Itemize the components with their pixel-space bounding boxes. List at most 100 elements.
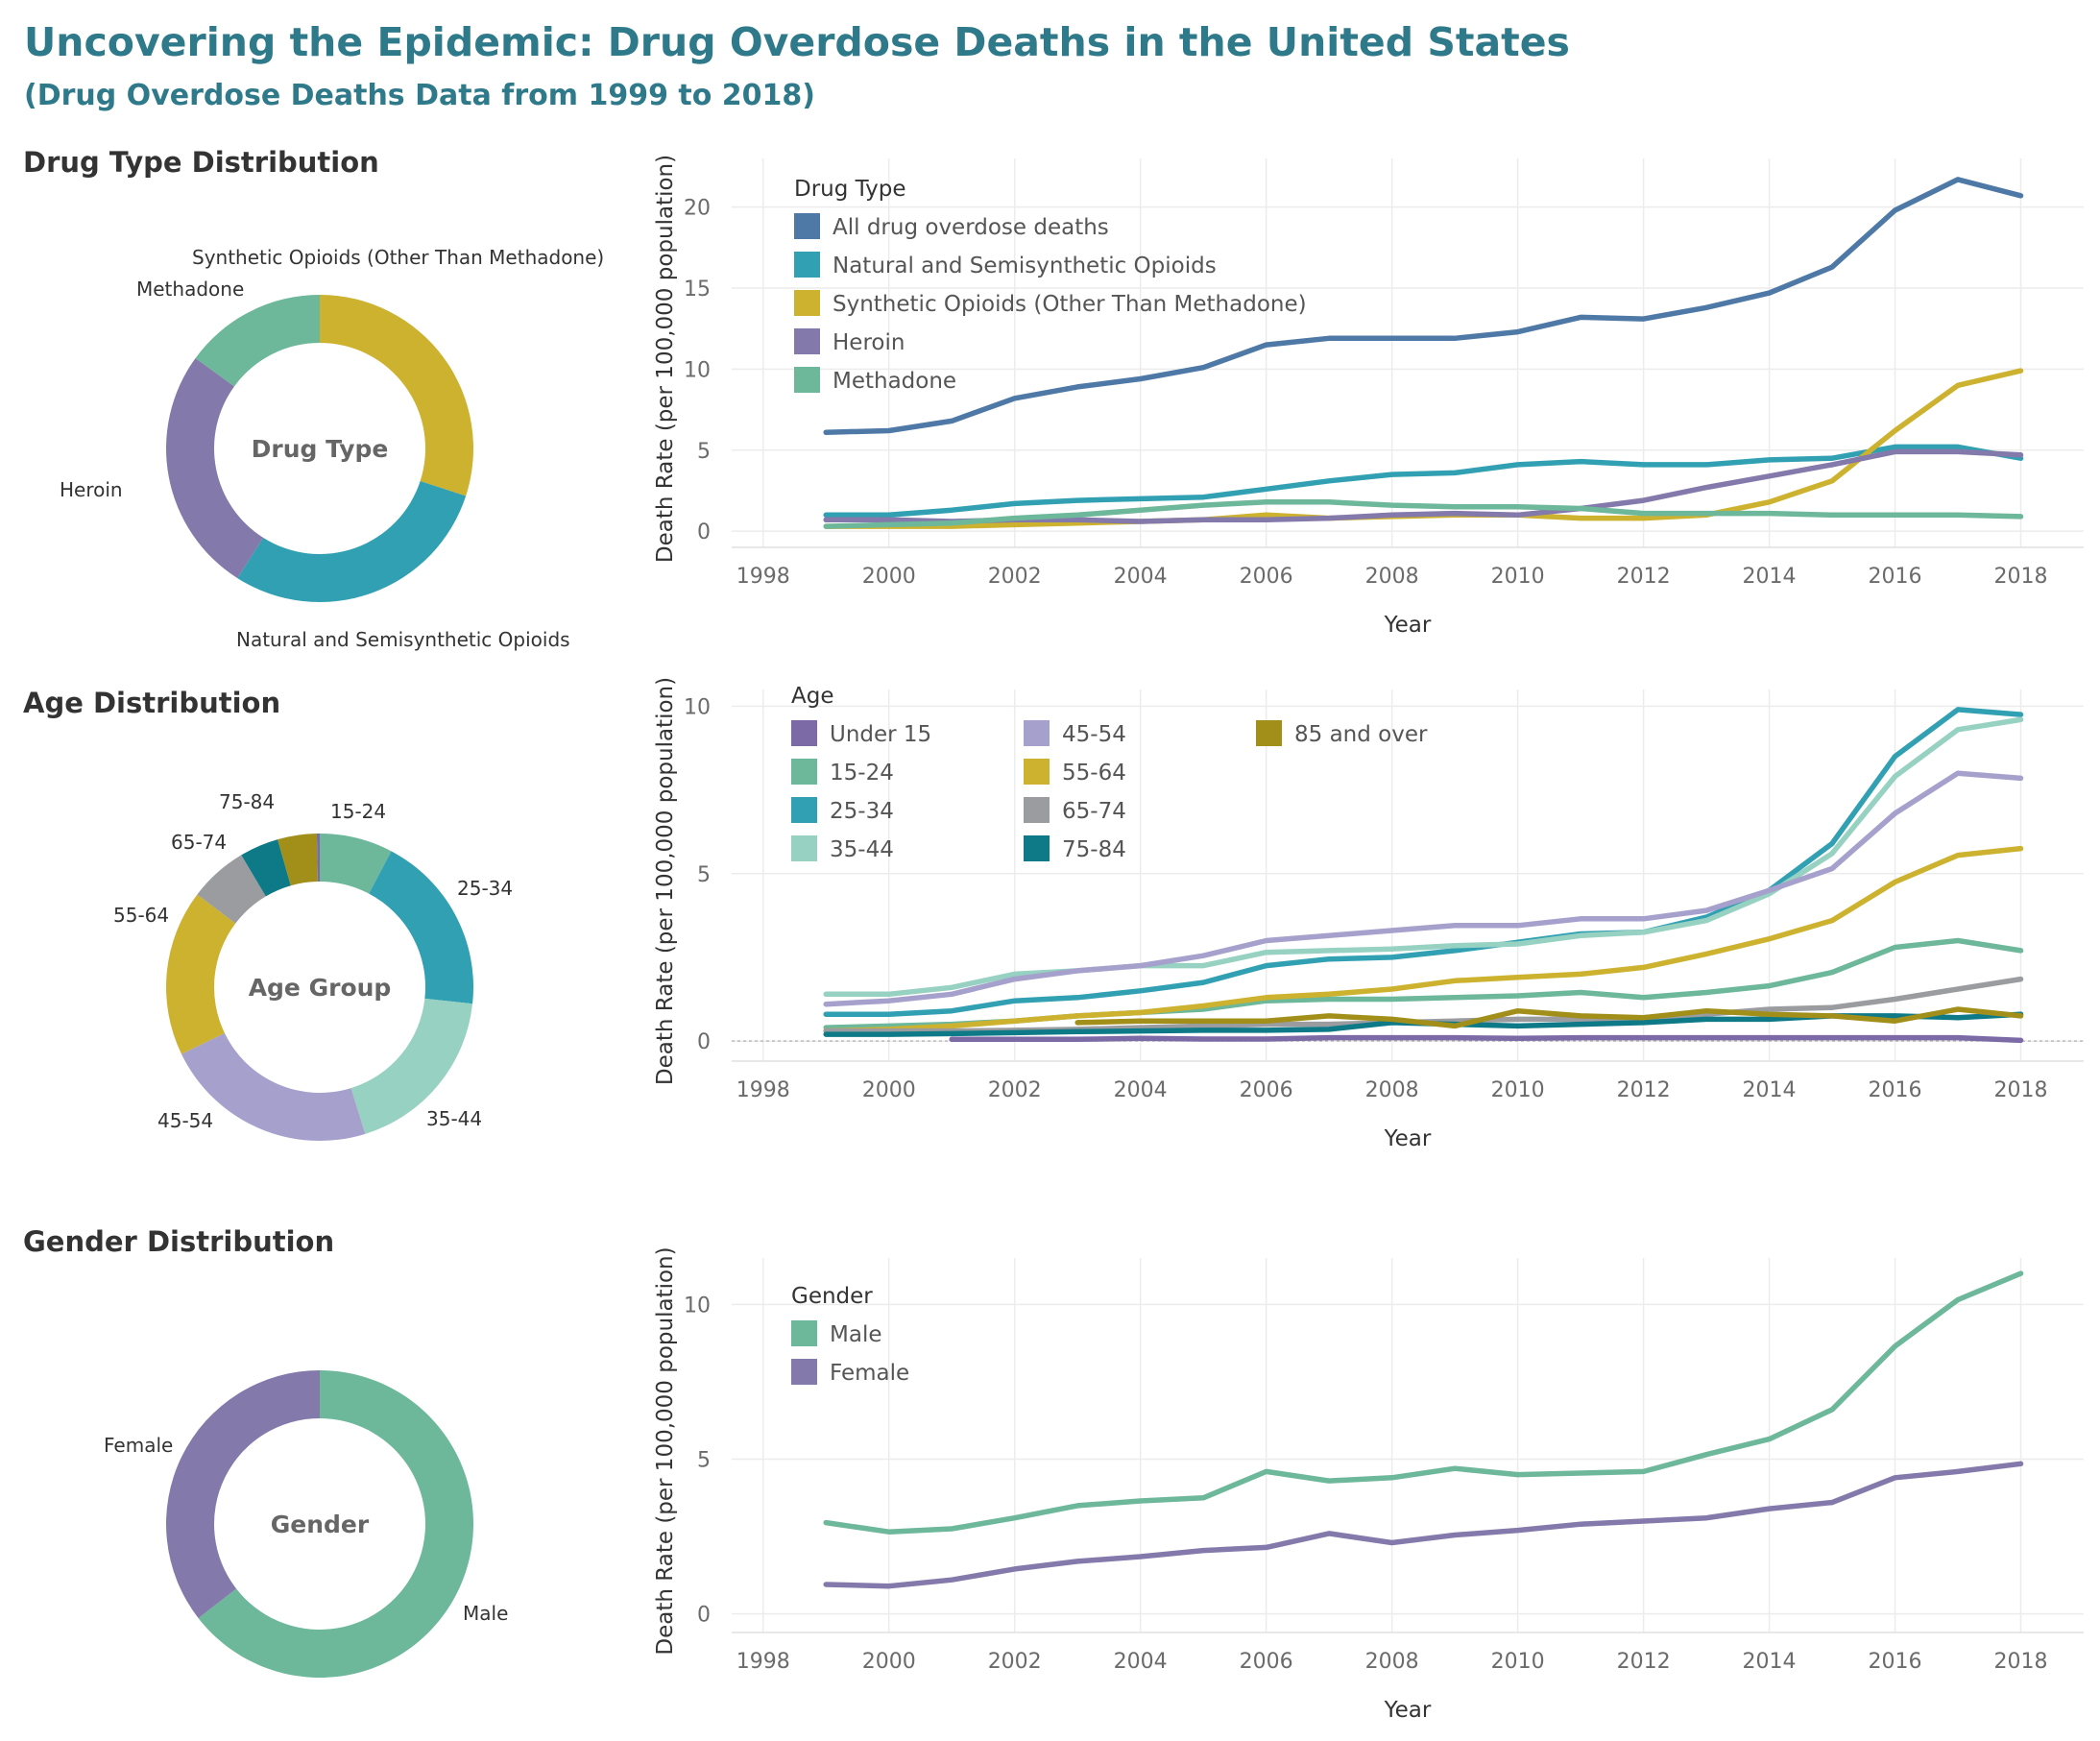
legend-swatch-85-and-over xyxy=(1256,720,1282,746)
series-line-under-15 xyxy=(949,1034,2024,1044)
dashboard-title: Uncovering the Epidemic: Drug Overdose D… xyxy=(24,19,1570,65)
y-tick-label: 20 xyxy=(684,197,711,221)
legend-title: Drug Type xyxy=(794,177,905,202)
x-tick-label: 2012 xyxy=(1617,565,1671,589)
donut-center-label: Age Group xyxy=(249,974,392,1002)
donut-center-label: Drug Type xyxy=(252,435,389,463)
series-line-natural-and-semisynthetic-opioids xyxy=(823,444,2024,519)
x-tick-label: 2000 xyxy=(862,1078,916,1102)
legend-item-85-and-over: 85 and over xyxy=(1294,722,1428,747)
x-tick-label: 2014 xyxy=(1743,1650,1797,1674)
dashboard-subtitle: (Drug Overdose Deaths Data from 1999 to … xyxy=(24,79,815,112)
legend-item-under-15: Under 15 xyxy=(830,722,931,747)
legend-swatch-heroin xyxy=(794,328,820,354)
x-axis-title: Year xyxy=(1384,613,1432,638)
legend-item-all-drug-overdose-deaths: All drug overdose deaths xyxy=(833,215,1109,240)
x-tick-label: 2016 xyxy=(1869,1650,1922,1674)
legend-swatch-65-74 xyxy=(1024,797,1050,823)
legend-item-male: Male xyxy=(830,1322,881,1347)
x-tick-label: 2000 xyxy=(862,1650,916,1674)
x-tick-label: 2014 xyxy=(1743,565,1797,589)
drug-type-section-title: Drug Type Distribution xyxy=(23,146,379,179)
legend-swatch-synthetic-opioids-other-than-methadone xyxy=(794,290,820,316)
donut-label-male: Male xyxy=(463,1602,508,1625)
x-tick-label: 2010 xyxy=(1491,565,1545,589)
x-tick-label: 2008 xyxy=(1365,1078,1419,1102)
x-tick-label: 2000 xyxy=(862,565,916,589)
y-tick-label: 0 xyxy=(697,520,711,544)
donut-slice-female xyxy=(166,1370,320,1619)
legend-item-35-44: 35-44 xyxy=(830,837,894,862)
series-line-45-54 xyxy=(823,770,2024,1007)
legend-item-45-54: 45-54 xyxy=(1062,722,1126,747)
x-tick-label: 2004 xyxy=(1114,1078,1168,1102)
donut-label-25-34: 25-34 xyxy=(457,877,513,900)
x-tick-label: 1998 xyxy=(736,1650,790,1674)
x-tick-label: 2006 xyxy=(1240,1078,1293,1102)
legend-swatch-15-24 xyxy=(791,759,817,785)
legend-swatch-35-44 xyxy=(791,835,817,861)
y-tick-label: 15 xyxy=(684,278,711,302)
x-tick-label: 2004 xyxy=(1114,1650,1168,1674)
y-tick-label: 5 xyxy=(697,440,711,464)
legend-swatch-female xyxy=(791,1359,817,1385)
x-tick-label: 2010 xyxy=(1491,1650,1545,1674)
donut-slice-natural-and-semisynthetic-opioids xyxy=(237,480,467,602)
y-axis-title: Death Rate (per 100,000 population) xyxy=(653,155,678,563)
x-tick-label: 2008 xyxy=(1365,1650,1419,1674)
x-axis-title: Year xyxy=(1384,1126,1432,1151)
legend-swatch-under-15 xyxy=(791,720,817,746)
donut-slice-synthetic-opioids-other-than-methadone xyxy=(320,295,473,496)
series-line-male xyxy=(823,1270,2024,1535)
legend-swatch-methadone xyxy=(794,367,820,393)
legend-swatch-natural-and-semisynthetic-opioids xyxy=(794,252,820,278)
drug-type-line-chart: 1998 2000 2002 2004 2006 2008 2010 2012 2014 2016… xyxy=(653,155,2084,638)
legend-item-methadone: Methadone xyxy=(833,369,956,394)
donut-label-75-84: 75-84 xyxy=(219,790,275,813)
x-tick-label: 2008 xyxy=(1365,565,1419,589)
series-line-25-34 xyxy=(823,707,2024,1017)
y-tick-label: 10 xyxy=(684,695,711,719)
legend-item-65-74: 65-74 xyxy=(1062,799,1126,824)
legend-swatch-all-drug-overdose-deaths xyxy=(794,213,820,239)
x-tick-label: 2018 xyxy=(1994,1650,2048,1674)
donut-slice-heroin xyxy=(165,357,264,579)
donut-label-65-74: 65-74 xyxy=(171,831,227,854)
donut-label-female: Female xyxy=(104,1434,173,1457)
legend-swatch-male xyxy=(791,1320,817,1346)
series-line-female xyxy=(823,1461,2024,1589)
series-line-methadone xyxy=(823,499,2024,529)
donut-slice-25-34 xyxy=(369,851,474,1004)
y-tick-label: 0 xyxy=(697,1604,711,1628)
x-axis-title: Year xyxy=(1384,1698,1432,1723)
x-tick-label: 2014 xyxy=(1743,1078,1797,1102)
donut-slice-15-24 xyxy=(320,834,392,894)
x-tick-label: 2016 xyxy=(1869,565,1922,589)
donut-label-natural-and-semisynthetic-opioids: Natural and Semisynthetic Opioids xyxy=(236,628,570,651)
donut-label-45-54: 45-54 xyxy=(157,1109,213,1132)
x-tick-label: 2010 xyxy=(1491,1078,1545,1102)
donut-slice-under-15 xyxy=(316,834,320,883)
donut-slice-male xyxy=(198,1370,473,1678)
donut-slice-55-64 xyxy=(166,894,236,1054)
donut-label-35-44: 35-44 xyxy=(426,1107,482,1130)
series-line-all-drug-overdose-deaths xyxy=(823,177,2024,435)
gender-section-title: Gender Distribution xyxy=(23,1225,335,1258)
legend-item-25-34: 25-34 xyxy=(830,799,894,824)
gender-donut-chart: Male Female Gender xyxy=(104,1370,508,1678)
x-tick-label: 2002 xyxy=(988,1650,1042,1674)
x-tick-label: 1998 xyxy=(736,1078,790,1102)
donut-slice-85-and-over xyxy=(278,834,318,886)
x-tick-label: 2012 xyxy=(1617,1650,1671,1674)
legend-swatch-25-34 xyxy=(791,797,817,823)
legend-item-natural-and-semisynthetic-opioids: Natural and Semisynthetic Opioids xyxy=(833,254,1217,278)
donut-label-55-64: 55-64 xyxy=(113,904,169,927)
donut-slice-75-84 xyxy=(241,839,291,897)
x-tick-label: 2006 xyxy=(1240,1650,1293,1674)
age-group-donut-chart: 15-24 25-34 35-44 45-54 55-64 65-74 75-84 Age G… xyxy=(113,790,513,1141)
series-line-35-44 xyxy=(823,716,2024,998)
donut-label-synthetic-opioids-other-than-methadone: Synthetic Opioids (Other Than Methadone) xyxy=(192,246,604,269)
y-axis-title: Death Rate (per 100,000 population) xyxy=(653,1246,678,1655)
donut-label-methadone: Methadone xyxy=(136,278,244,301)
y-tick-label: 5 xyxy=(697,863,711,887)
